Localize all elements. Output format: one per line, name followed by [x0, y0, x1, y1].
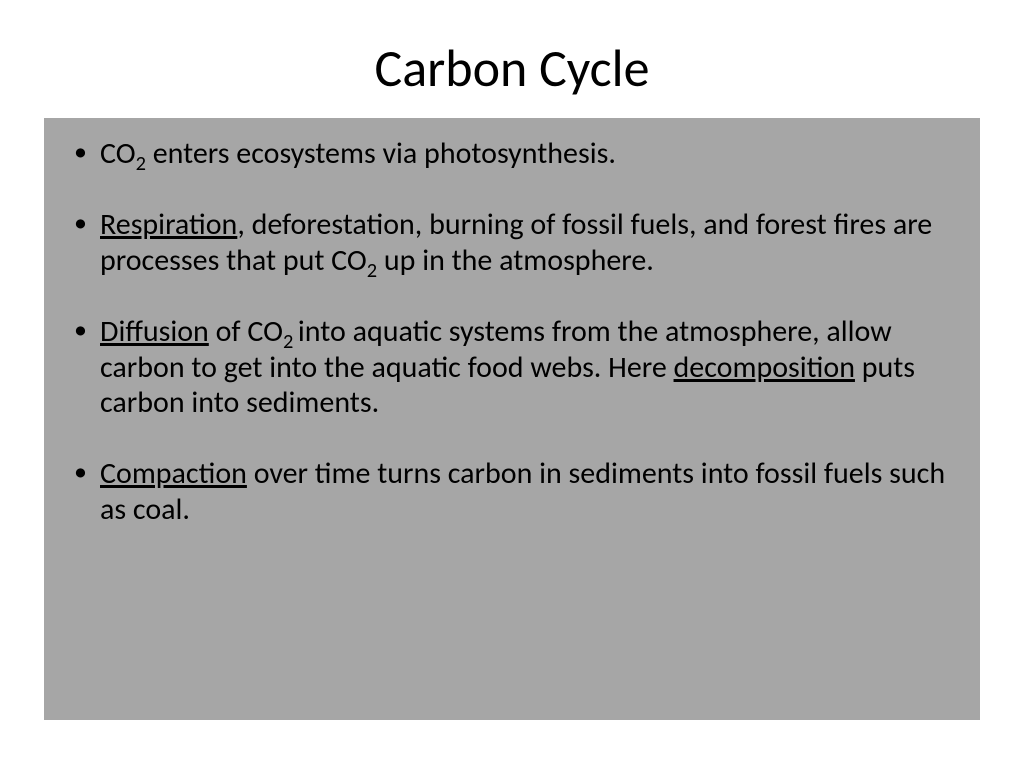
bullet-item: Respiration, deforestation, burning of f…	[66, 207, 958, 278]
slide-title: Carbon Cycle	[0, 0, 1024, 118]
slide: Carbon Cycle CO2 enters ecosystems via p…	[0, 0, 1024, 768]
content-box: CO2 enters ecosystems via photosynthesis…	[44, 118, 980, 720]
bullet-item: Diffusion of CO2 into aquatic systems fr…	[66, 314, 958, 420]
bullet-list: CO2 enters ecosystems via photosynthesis…	[66, 136, 958, 527]
bullet-item: Compaction over time turns carbon in sed…	[66, 456, 958, 527]
bullet-item: CO2 enters ecosystems via photosynthesis…	[66, 136, 958, 171]
